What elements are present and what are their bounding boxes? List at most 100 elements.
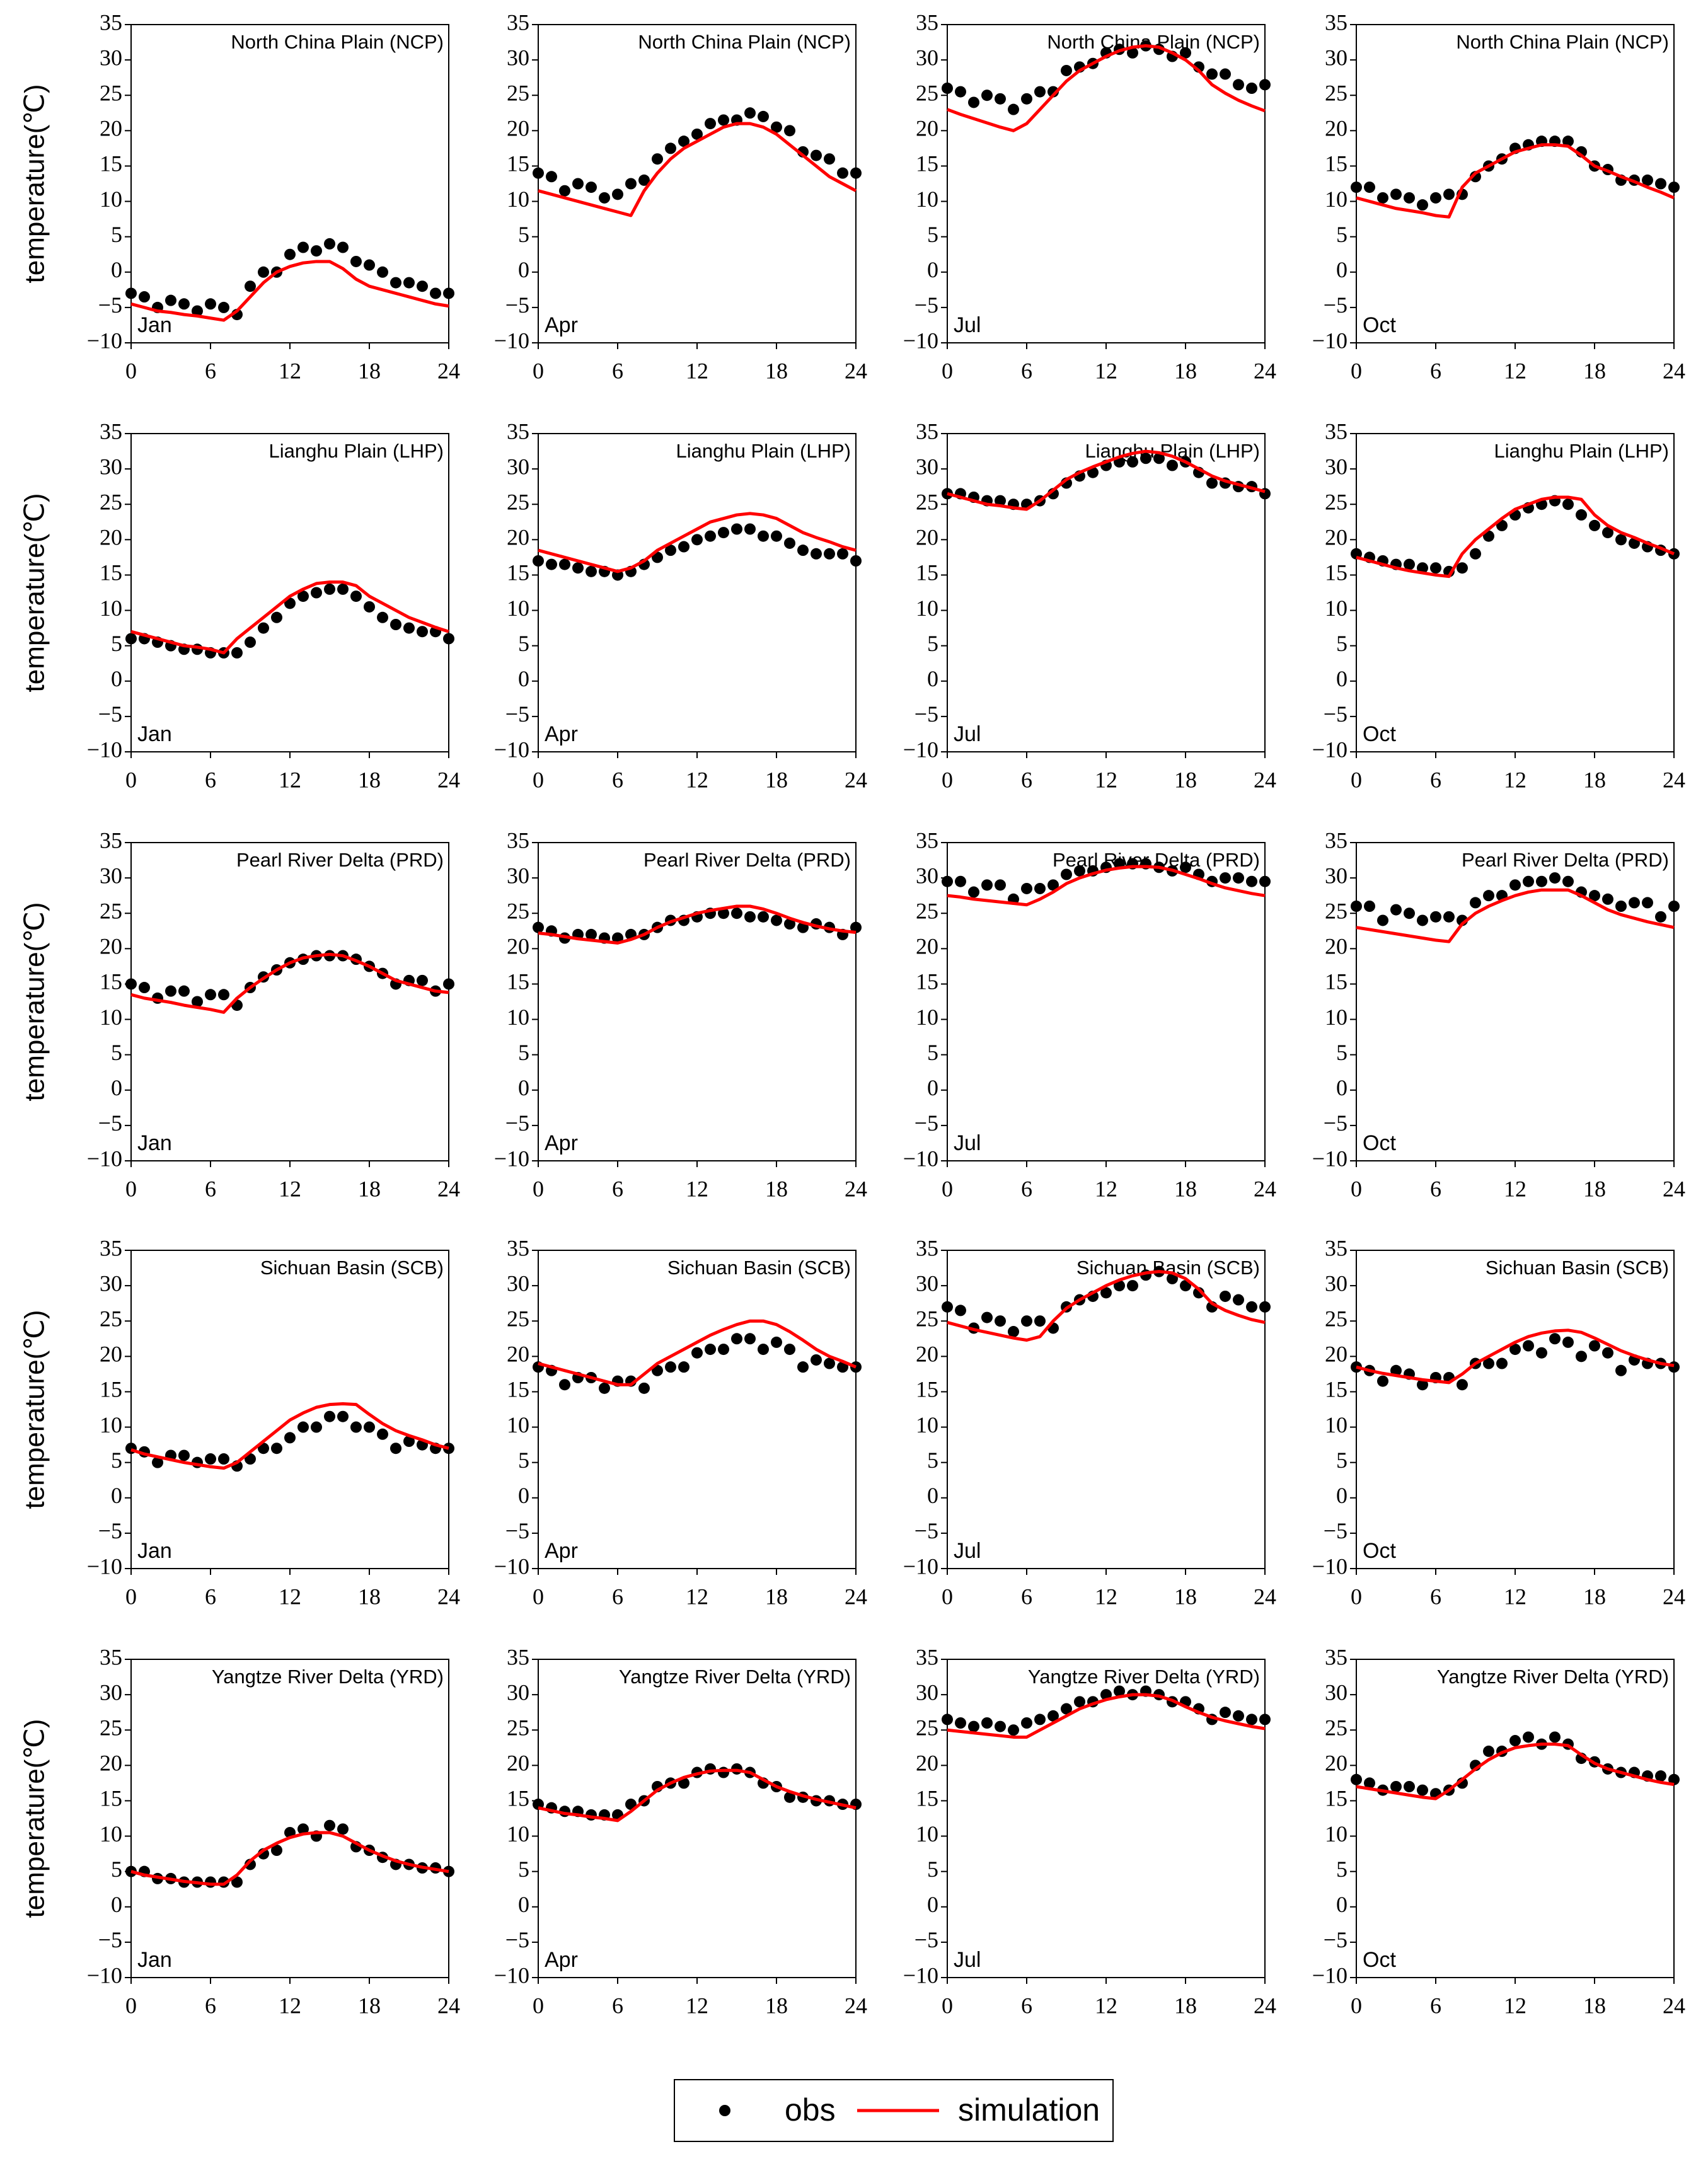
series: simulation [538, 1768, 857, 1823]
y-tick-label: −10 [87, 1146, 122, 1171]
obs-point [1047, 86, 1059, 98]
obs-point [245, 280, 256, 292]
obs-point [652, 153, 663, 165]
obs-point [403, 1436, 415, 1447]
obs-point [1668, 1773, 1680, 1785]
obs-point [968, 96, 979, 108]
obs-point [1668, 181, 1680, 193]
x-tick-label: 18 [765, 1176, 788, 1201]
series: simulation [130, 580, 449, 655]
obs-point [443, 978, 454, 990]
x-tick-label: 6 [1430, 1176, 1441, 1201]
obs-point [1021, 1717, 1032, 1729]
x-tick-label: 18 [765, 1584, 788, 1609]
obs-point [1351, 181, 1362, 193]
x-tick-label: 12 [279, 1176, 301, 1201]
obs-point [1061, 64, 1072, 76]
y-tick-label: −5 [98, 701, 122, 727]
x-tick-label: 18 [765, 358, 788, 383]
obs-point [390, 277, 401, 289]
x-tick-label: 0 [1351, 358, 1362, 383]
obs-point [1008, 1724, 1019, 1736]
y-tick-label: 20 [507, 1342, 529, 1367]
x-tick-label: 6 [1021, 1993, 1032, 2018]
obs-point [1576, 509, 1587, 521]
obs-point [1404, 558, 1415, 570]
obs-point [1021, 882, 1032, 894]
month-label: Apr [545, 1539, 578, 1563]
obs-point [1034, 1315, 1046, 1327]
panel-title: North China Plain (NCP) [231, 31, 444, 53]
obs-point [942, 1714, 953, 1725]
obs-point [139, 982, 150, 994]
obs-point [1364, 181, 1375, 193]
y-tick-label: 0 [927, 1075, 938, 1100]
x-tick-label: 6 [205, 767, 216, 792]
obs-point [718, 114, 729, 126]
x-tick-label: 12 [686, 1584, 708, 1609]
x-tick-label: 0 [1351, 1993, 1362, 2018]
y-tick-label: 35 [916, 827, 938, 853]
y-tick-label: 0 [111, 1483, 122, 1508]
obs-point [665, 1361, 676, 1373]
y-axis-label: temperature(℃) [20, 1310, 50, 1509]
legend-label: simulation [958, 2092, 1100, 2128]
obs-point [533, 167, 544, 179]
series: obs [942, 1685, 1271, 1736]
simulation-line [538, 512, 857, 573]
y-tick-label: 10 [507, 1412, 529, 1437]
obs-point [1034, 86, 1046, 98]
simulation-line [947, 1270, 1266, 1342]
y-tick-label: 25 [507, 1306, 529, 1331]
obs-point [297, 590, 309, 602]
y-tick-label: −10 [87, 328, 122, 353]
series: simulation [1356, 143, 1675, 219]
y-tick-label: 35 [916, 1644, 938, 1669]
plot-frame [130, 1250, 449, 1569]
y-tick-label: 15 [916, 969, 938, 994]
obs-point [665, 142, 676, 154]
x-tick-label: 24 [1663, 1584, 1685, 1609]
obs-point [258, 622, 269, 634]
y-tick-label: 20 [507, 1751, 529, 1776]
y-tick-label: 0 [518, 257, 529, 282]
y-tick-label: −10 [1312, 737, 1347, 762]
month-label: Jul [954, 1131, 981, 1155]
obs-point [192, 305, 203, 317]
obs-point [205, 989, 216, 1001]
x-tick-label: 24 [1254, 358, 1276, 383]
obs-point [311, 1421, 322, 1433]
obs-point [1034, 882, 1046, 894]
obs-point [638, 1382, 650, 1394]
obs-point [192, 996, 203, 1008]
x-tick-label: 6 [1021, 358, 1032, 383]
plot-frame [1356, 1250, 1675, 1569]
y-tick-label: 25 [507, 1715, 529, 1740]
obs-point [1523, 1731, 1534, 1743]
panel-title: Pearl River Delta (PRD) [643, 849, 851, 871]
obs-point [638, 174, 650, 186]
obs-point [1061, 1703, 1072, 1715]
series: obs [125, 238, 454, 321]
obs-point [771, 530, 782, 542]
y-tick-label: 5 [111, 1448, 122, 1473]
obs-point [942, 1301, 953, 1313]
legend-marker [719, 2105, 730, 2116]
y-tick-label: 5 [1336, 1448, 1347, 1473]
plot-frame [130, 842, 449, 1161]
x-tick-label: 24 [845, 1993, 867, 2018]
obs-point [1074, 1696, 1085, 1708]
obs-point [324, 1410, 335, 1422]
obs-point [691, 128, 703, 140]
obs-point [811, 548, 822, 560]
obs-point [784, 125, 795, 137]
x-tick-label: 12 [279, 1584, 301, 1609]
y-tick-label: 0 [1336, 1892, 1347, 1917]
y-tick-label: 20 [100, 525, 122, 550]
simulation-line [1356, 1328, 1675, 1385]
x-tick-label: 18 [1174, 767, 1197, 792]
